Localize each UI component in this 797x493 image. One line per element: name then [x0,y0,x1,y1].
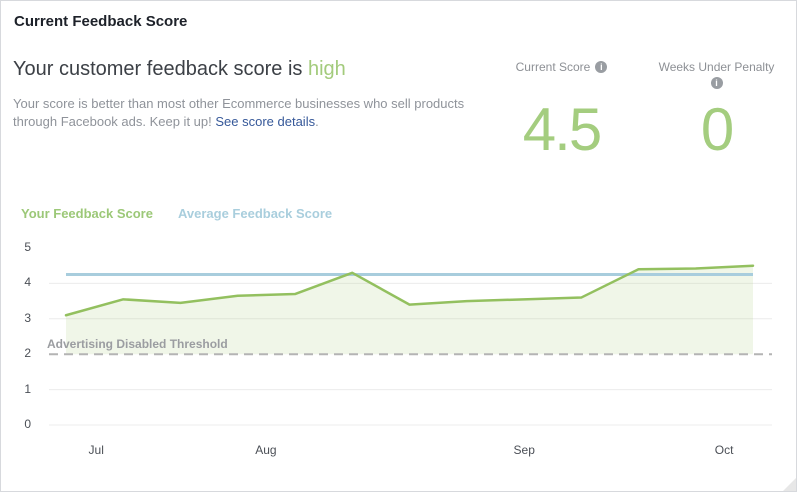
x-axis-tick: Sep [513,443,535,457]
x-axis-tick: Aug [255,443,277,457]
score-description-period: . [315,114,319,129]
weeks-under-penalty-value: 0 [700,96,734,163]
current-score-label-row: Current Score i [499,60,624,74]
weeks-under-penalty-label-row: Weeks Under Penalty i [649,60,784,89]
x-axis-tick: Jul [88,443,104,457]
info-icon[interactable]: i [710,77,723,89]
chart-legend: Your Feedback Score Average Feedback Sco… [21,206,332,221]
score-level-highlight: high [307,58,346,80]
y-axis-tick: 0 [24,417,31,431]
weeks-penalty-icon-row: i [649,77,784,89]
score-description-line1: Your score is better than most other Eco… [13,96,465,111]
y-axis-tick: 3 [24,310,31,325]
x-axis-tick: Oct [714,443,734,457]
y-axis-tick: 5 [24,240,31,254]
score-summary: Your customer feedback score is high [13,58,346,81]
current-score-stat: Current Score i 4.5 [499,60,624,160]
score-description-line2: through Facebook ads. Keep it up! [13,114,216,129]
weeks-under-penalty-stat: Weeks Under Penalty i 0 [649,60,784,160]
advertising-disabled-threshold-label: Advertising Disabled Threshold [47,337,228,351]
legend-your-feedback-score[interactable]: Your Feedback Score [21,206,153,221]
current-score-value: 4.5 [522,96,602,163]
legend-average-feedback-score[interactable]: Average Feedback Score [177,206,333,221]
resize-grip-icon[interactable] [783,478,796,491]
weeks-under-penalty-label: Weeks Under Penalty [658,60,775,74]
your-feedback-score-line [64,264,755,317]
info-icon[interactable]: i [595,61,608,73]
y-axis-tick: 1 [24,381,31,396]
y-axis-tick: 2 [24,346,31,361]
see-score-details-link[interactable]: See score details [215,114,316,129]
page-title: Current Feedback Score [14,13,188,30]
score-description: Your score is better than most other Eco… [13,95,464,131]
score-summary-text: Your customer feedback score is [13,58,308,80]
current-score-label: Current Score [515,60,591,74]
y-axis-tick: 4 [24,275,31,290]
your-feedback-score-area [66,265,753,355]
